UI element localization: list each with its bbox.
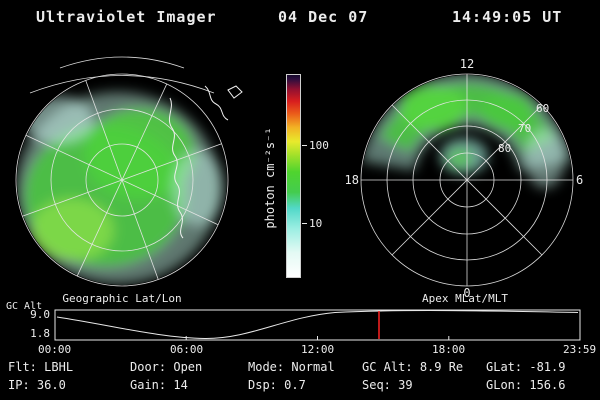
date-label: 04 Dec 07: [278, 8, 369, 26]
status-gain: Gain: 14: [130, 378, 188, 392]
status-dsp-value: 0.7: [284, 378, 306, 392]
coastline: [168, 85, 243, 239]
status-ip-value: 36.0: [36, 378, 66, 392]
status-glat-value: -81.9: [529, 360, 566, 374]
mlt-18-label: 18: [345, 173, 359, 187]
status-door-label: Door:: [130, 360, 167, 374]
status-mode-value: Normal: [291, 360, 335, 374]
status-glat-label: GLat:: [486, 360, 523, 374]
status-dsp-label: Dsp:: [248, 378, 277, 392]
status-gain-value: 14: [173, 378, 188, 392]
geographic-grid: [15, 56, 229, 287]
status-glon-label: GLon:: [486, 378, 523, 392]
colorbar: [286, 74, 301, 278]
apex-caption: Apex MLat/MLT: [421, 292, 509, 305]
status-dsp: Dsp: 0.7: [248, 378, 306, 392]
timeline-plot: [54, 309, 581, 341]
mlat-60-label: 60: [536, 102, 549, 115]
status-seq-value: 39: [398, 378, 413, 392]
colorbar-tick-upper: [302, 145, 307, 146]
mlt-0-label: 0: [463, 286, 470, 300]
time-label: 14:49:05 UT: [452, 8, 563, 26]
status-flt-value: LBHL: [44, 360, 74, 374]
app-title: Ultraviolet Imager: [36, 8, 217, 26]
colorbar-tick-lower: [302, 223, 307, 224]
status-flt: Flt: LBHL: [8, 360, 73, 374]
status-seq: Seq: 39: [362, 378, 413, 392]
status-glon: GLon: 156.6: [486, 378, 565, 392]
timeline-ymin: 1.8: [30, 327, 50, 340]
timeline-xtick-3: 18:00: [432, 343, 466, 356]
status-mode-label: Mode:: [248, 360, 285, 374]
colorbar-tick-lower-label: 10: [309, 217, 323, 230]
mlat-70-label: 70: [518, 122, 531, 135]
geographic-caption: Geographic Lat/Lon: [62, 292, 182, 305]
aurora-emission-right: [362, 75, 572, 188]
colorbar-tick-upper-label: 100: [309, 139, 329, 152]
status-glon-value: 156.6: [529, 378, 566, 392]
status-ip-label: IP:: [8, 378, 30, 392]
timeline-ymax: 9.0: [30, 308, 50, 321]
timeline-xtick-1: 06:00: [170, 343, 204, 356]
status-door-value: Open: [173, 360, 203, 374]
status-gcalt-label: GC Alt:: [362, 360, 413, 374]
status-seq-label: Seq:: [362, 378, 391, 392]
mlat-80-label: 80: [498, 142, 511, 155]
timeline-xtick-0: 00:00: [38, 343, 72, 356]
timeline-ticks: [54, 336, 581, 340]
status-glat: GLat: -81.9: [486, 360, 565, 374]
status-mode: Mode: Normal: [248, 360, 335, 374]
apex-plot: 12 18 6 0 60 70 80: [345, 57, 584, 300]
status-ip: IP: 36.0: [8, 378, 66, 392]
timeline-xtick-2: 12:00: [301, 343, 335, 356]
apex-grid: [360, 73, 574, 287]
timeline-xtick-4: 23:59: [563, 343, 597, 356]
colorbar-units-label: photon cm⁻²s⁻¹: [263, 127, 277, 229]
mlt-12-label: 12: [460, 57, 474, 71]
status-gcalt-value: 8.9 Re: [419, 360, 464, 374]
geographic-plot: [15, 56, 243, 287]
timeline-ylabel: GC Alt: [6, 301, 43, 312]
altitude-curve: [56, 310, 579, 340]
status-gain-label: Gain:: [130, 378, 167, 392]
status-flt-label: Flt:: [8, 360, 37, 374]
status-gcalt: GC Alt: 8.9 Re: [362, 360, 463, 374]
mlt-6-label: 6: [576, 173, 583, 187]
status-door: Door: Open: [130, 360, 202, 374]
